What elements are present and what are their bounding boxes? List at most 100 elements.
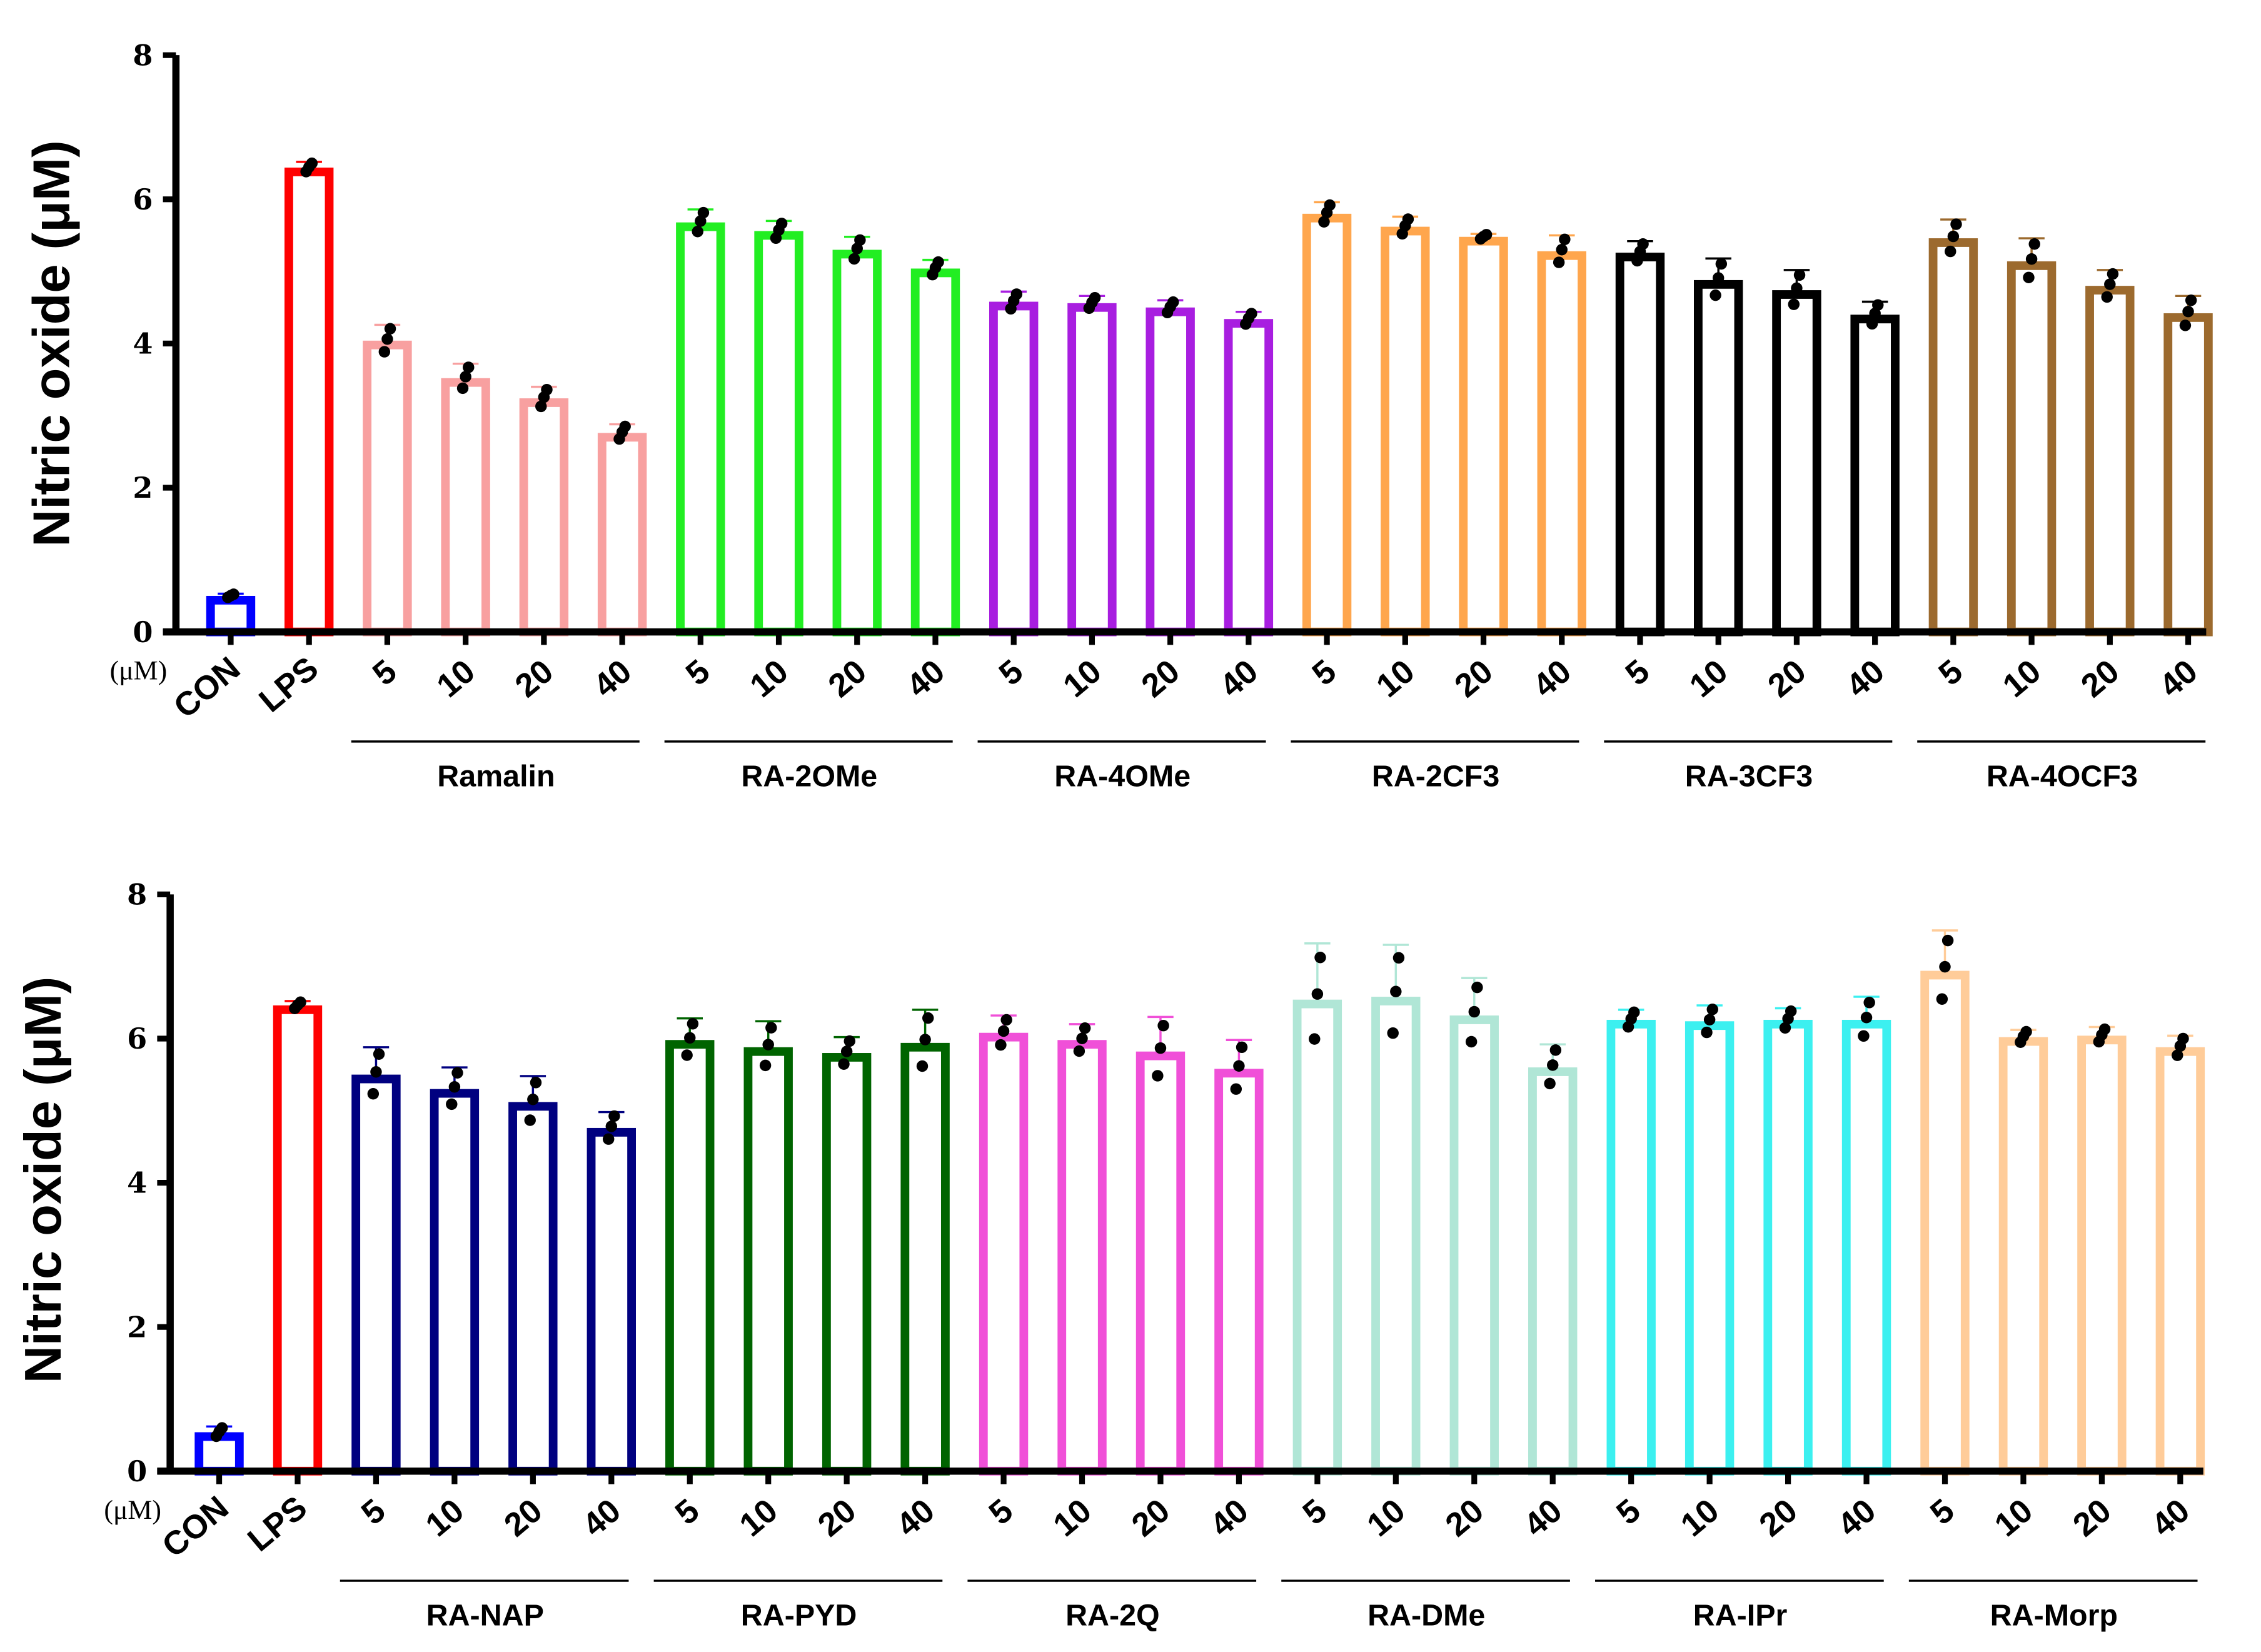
bar-ra-4ocf3-40 (2163, 295, 2213, 637)
bar-ra-2cf3-5 (1302, 199, 1352, 637)
data-point (367, 1088, 380, 1100)
data-point (1785, 1005, 1797, 1017)
data-point (1402, 213, 1414, 225)
bar-rect (979, 1032, 1029, 1476)
data-point (922, 1012, 934, 1024)
bar-rect (519, 398, 569, 637)
data-point (373, 1048, 385, 1060)
group-label: RA-IPr (1693, 1599, 1788, 1633)
bar-ra-2ome-5 (676, 206, 725, 637)
bar-ra-2cf3-10 (1381, 213, 1430, 637)
bar-rect (754, 231, 803, 637)
bar-ra-morp-10 (1998, 1025, 2048, 1476)
data-point (463, 361, 475, 373)
data-point (1246, 308, 1257, 320)
data-point (759, 1059, 772, 1072)
x-tick-label: 20 (1761, 653, 1813, 705)
data-point (608, 1110, 620, 1122)
y-tick-label: 6 (127, 1022, 147, 1055)
x-tick-label: 40 (1517, 1492, 1569, 1544)
chart-panel-2: Nitric oxide (μM) 0 2 4 6 8 CON LPS 5 10 20 40 5 10 20… (14, 877, 2205, 1633)
x-tick-label: CON (155, 1489, 235, 1564)
y-tick-label: 2 (127, 1310, 147, 1344)
bar-con (194, 1422, 244, 1476)
data-point (1945, 245, 1956, 258)
data-point (995, 1039, 1007, 1051)
data-point (697, 206, 710, 219)
bar-rect (832, 249, 882, 637)
bar-rect (1292, 999, 1342, 1476)
data-point (854, 234, 866, 246)
y-axis-label: Nitric oxide (μM) (23, 140, 81, 546)
bar-ra-dme-20 (1449, 977, 1499, 1476)
data-point (1553, 256, 1565, 268)
data-point (1324, 199, 1336, 211)
bar-rect (1615, 253, 1665, 637)
x-tick-label: 10 (733, 1492, 785, 1544)
group-label: RA-4OMe (1054, 759, 1191, 793)
data-point (1628, 1006, 1640, 1019)
bar-ra-4ome-20 (1146, 296, 1195, 637)
bar-rect (1850, 315, 1900, 637)
x-tick-label: 40 (587, 653, 638, 705)
data-point (527, 1094, 539, 1106)
bar-ra-pyd-40 (900, 1009, 950, 1476)
bar-rect (1214, 1069, 1264, 1476)
data-point (916, 1060, 929, 1072)
y-tick-label: 8 (127, 877, 147, 911)
bar-ra-2q-20 (1136, 1015, 1186, 1476)
bar-rect (441, 378, 490, 637)
data-point (1559, 233, 1571, 246)
x-tick-label: 20 (2066, 1492, 2118, 1544)
bar-rect (1763, 1019, 1813, 1476)
x-tick-label: LPS (252, 650, 325, 719)
bar-ra-ipr-5 (1606, 1006, 1656, 1476)
bar-rect (1371, 997, 1421, 1476)
bar-ra-nap-40 (587, 1110, 636, 1476)
x-tick-label: 10 (1996, 653, 2048, 705)
group-label: Ramalin (437, 759, 555, 793)
bar-rect (1928, 238, 1978, 637)
x-tick-label: 20 (1135, 653, 1187, 705)
data-point (228, 588, 239, 600)
group-label: RA-2Q (1065, 1599, 1160, 1633)
group-label: RA-2CF3 (1372, 759, 1499, 793)
x-tick-label: 10 (419, 1492, 471, 1544)
x-tick-label: 20 (1439, 1492, 1491, 1544)
data-point (1712, 272, 1725, 284)
bar-ra-nap-20 (508, 1075, 558, 1476)
data-point (1314, 952, 1326, 964)
data-point (2101, 291, 2113, 303)
data-point (2025, 253, 2038, 265)
bar-rect (508, 1102, 558, 1476)
bar-rect (1772, 290, 1821, 637)
x-tick-label: 10 (1674, 1492, 1726, 1544)
data-point (1939, 960, 1951, 973)
x-tick-label: 20 (811, 1492, 863, 1544)
bar-ra-4ocf3-10 (2007, 237, 2057, 637)
data-point (456, 382, 469, 395)
data-point (681, 1049, 693, 1061)
data-point (306, 157, 318, 169)
bar-ramalin-5 (363, 323, 412, 637)
bar-rect (1537, 251, 1586, 637)
x-tick-label: 5 (355, 1492, 393, 1532)
data-point (1547, 1059, 1559, 1071)
x-tick-label: 40 (576, 1492, 628, 1544)
bar-rect (1606, 1019, 1656, 1476)
bar-ra-2ome-40 (910, 256, 960, 637)
data-point (1154, 1042, 1167, 1054)
x-tick-label: 10 (1047, 1492, 1099, 1544)
data-point (1073, 1045, 1085, 1057)
data-point (619, 420, 631, 433)
bar-ra-dme-10 (1371, 944, 1421, 1476)
bar-ra-pyd-20 (822, 1035, 872, 1476)
bar-rect (1449, 1015, 1499, 1476)
x-tick-label: 20 (1125, 1492, 1177, 1544)
data-point (2182, 305, 2194, 318)
bar-rect (587, 1127, 636, 1476)
data-point (997, 1025, 1010, 1037)
data-point (848, 253, 860, 265)
data-point (1468, 1005, 1481, 1018)
y-tick-label: 0 (127, 1454, 147, 1488)
